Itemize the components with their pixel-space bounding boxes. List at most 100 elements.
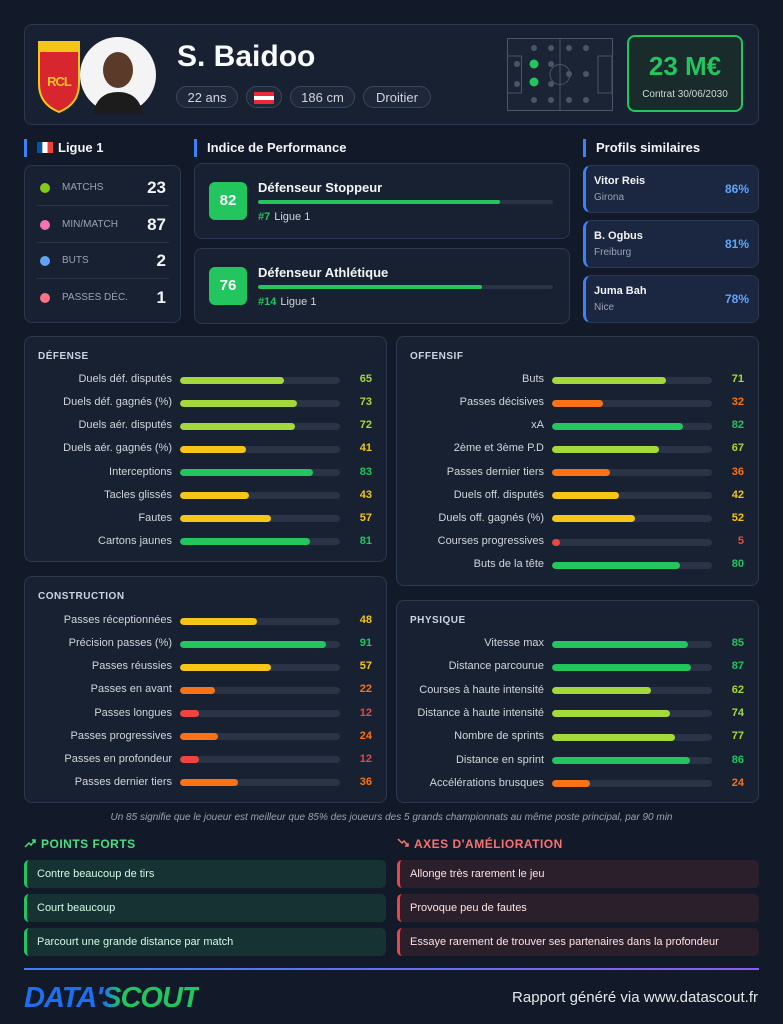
metric-bar <box>180 515 272 523</box>
metric-track <box>552 399 712 407</box>
metric-label: Distance en sprint <box>455 753 544 766</box>
similar-card <box>583 275 759 323</box>
stat-separator <box>36 205 169 206</box>
metric-track <box>180 376 340 384</box>
stat-value: 23 <box>147 178 166 197</box>
similar-score: 78% <box>724 292 749 306</box>
strength-item: Contre beaucoup de tirs <box>24 860 386 888</box>
club-logo: RCL <box>38 41 80 114</box>
metric-value: 91 <box>359 637 372 650</box>
metric-label: xA <box>531 419 544 432</box>
league-header: Ligue 1 <box>24 139 104 157</box>
metric-label: Interceptions <box>109 465 172 478</box>
age-pill: 22 ans <box>176 86 238 108</box>
metric-track <box>552 376 712 384</box>
weakness-item: Provoque peu de fautes <box>397 894 759 922</box>
metric-label: Passes réussies <box>91 660 172 673</box>
metric-label: Fautes <box>138 511 172 524</box>
metric-track <box>180 422 340 430</box>
metric-bar <box>552 445 660 453</box>
metric-value: 86 <box>731 753 744 766</box>
credit: Rapport généré via www.datascout.fr <box>512 989 758 1006</box>
metric-label: Passes dernier tiers <box>446 465 544 478</box>
metric-value: 67 <box>731 442 744 455</box>
metric-label: Duels aér. gagnés (%) <box>63 442 172 455</box>
metric-track <box>180 640 340 648</box>
metric-label: Passes décisives <box>459 396 544 409</box>
player-name: S. Baidoo <box>177 40 316 73</box>
france-flag <box>37 142 53 153</box>
stats-card <box>24 165 181 323</box>
metric-bar <box>180 376 284 384</box>
similar-score: 81% <box>724 237 749 251</box>
metric-value: 71 <box>731 373 744 385</box>
metric-value: 77 <box>731 730 744 743</box>
section-title: DÉFENSE <box>38 351 89 362</box>
metric-label: Courses progressives <box>437 535 544 548</box>
metric-value: 52 <box>731 511 744 524</box>
role: Défenseur Athlétique <box>258 265 389 280</box>
metric-label: Passes en avant <box>90 683 172 696</box>
section-card <box>396 600 759 803</box>
metric-bar <box>552 376 666 384</box>
metric-track <box>552 640 712 648</box>
metric-value: 22 <box>359 683 372 696</box>
metric-value: 65 <box>359 373 372 385</box>
position-pitch <box>507 38 613 111</box>
section-title: OFFENSIF <box>410 351 464 362</box>
metric-label: Passes progressives <box>70 729 173 742</box>
austria-flag <box>254 92 274 104</box>
similar-card <box>583 220 759 268</box>
rank-league: Ligue 1 <box>274 211 311 223</box>
stat-icon <box>40 219 50 230</box>
metric-label: Duels off. disputés <box>453 488 544 501</box>
role: Défenseur Stoppeur <box>258 180 383 195</box>
flag-pill <box>246 86 282 108</box>
metric-bar <box>180 710 200 718</box>
metric-value: 80 <box>731 558 744 571</box>
section-title: CONSTRUCTION <box>38 591 125 602</box>
stat-value: 87 <box>147 214 166 234</box>
metric-value: 73 <box>359 396 372 409</box>
metric-track <box>180 469 340 477</box>
metric-value: 43 <box>359 488 372 501</box>
metric-value: 62 <box>731 683 744 696</box>
metric-track <box>552 780 712 788</box>
metric-label: Passes en profondeur <box>64 752 172 765</box>
metric-track <box>180 515 340 523</box>
weaknesses-header: AXES D'AMÉLIORATION <box>397 837 563 851</box>
metric-value: 82 <box>731 419 744 432</box>
similar-club: Girona <box>594 192 625 203</box>
similar-club: Freiburg <box>594 247 632 258</box>
metric-bar <box>552 422 684 430</box>
metric-track <box>552 492 712 500</box>
stat-value: 1 <box>156 288 166 308</box>
divider <box>24 968 759 970</box>
metric-label: Passes réceptionnées <box>63 614 172 626</box>
metric-value: 57 <box>359 660 372 673</box>
metric-track <box>552 515 712 523</box>
metric-value: 36 <box>731 465 744 478</box>
metric-bar <box>552 515 636 523</box>
stat-icon <box>40 256 50 267</box>
stat-label: MIN/MATCH <box>62 218 118 230</box>
metric-bar <box>180 422 296 430</box>
metric-label: Précision passes (%) <box>68 637 172 650</box>
metric-label: Cartons jaunes <box>98 534 172 547</box>
metric-label: Duels déf. gagnés (%) <box>63 396 172 409</box>
metric-bar <box>180 686 216 694</box>
weakness-item: Essaye rarement de trouver ses partenair… <box>397 928 759 956</box>
metric-bar <box>552 687 652 695</box>
metric-value: 81 <box>359 534 372 547</box>
rank: #14 <box>258 296 277 308</box>
metric-track <box>552 538 712 546</box>
metric-value: 57 <box>359 511 372 524</box>
metric-label: Duels aér. disputés <box>78 419 172 432</box>
metric-track <box>180 538 340 546</box>
metric-value: 48 <box>359 614 372 626</box>
height-pill: 186 cm <box>290 86 355 108</box>
strength-item: Court beaucoup <box>24 894 386 922</box>
metric-value: 72 <box>359 419 372 432</box>
market-value: 23 M€ <box>648 51 722 81</box>
